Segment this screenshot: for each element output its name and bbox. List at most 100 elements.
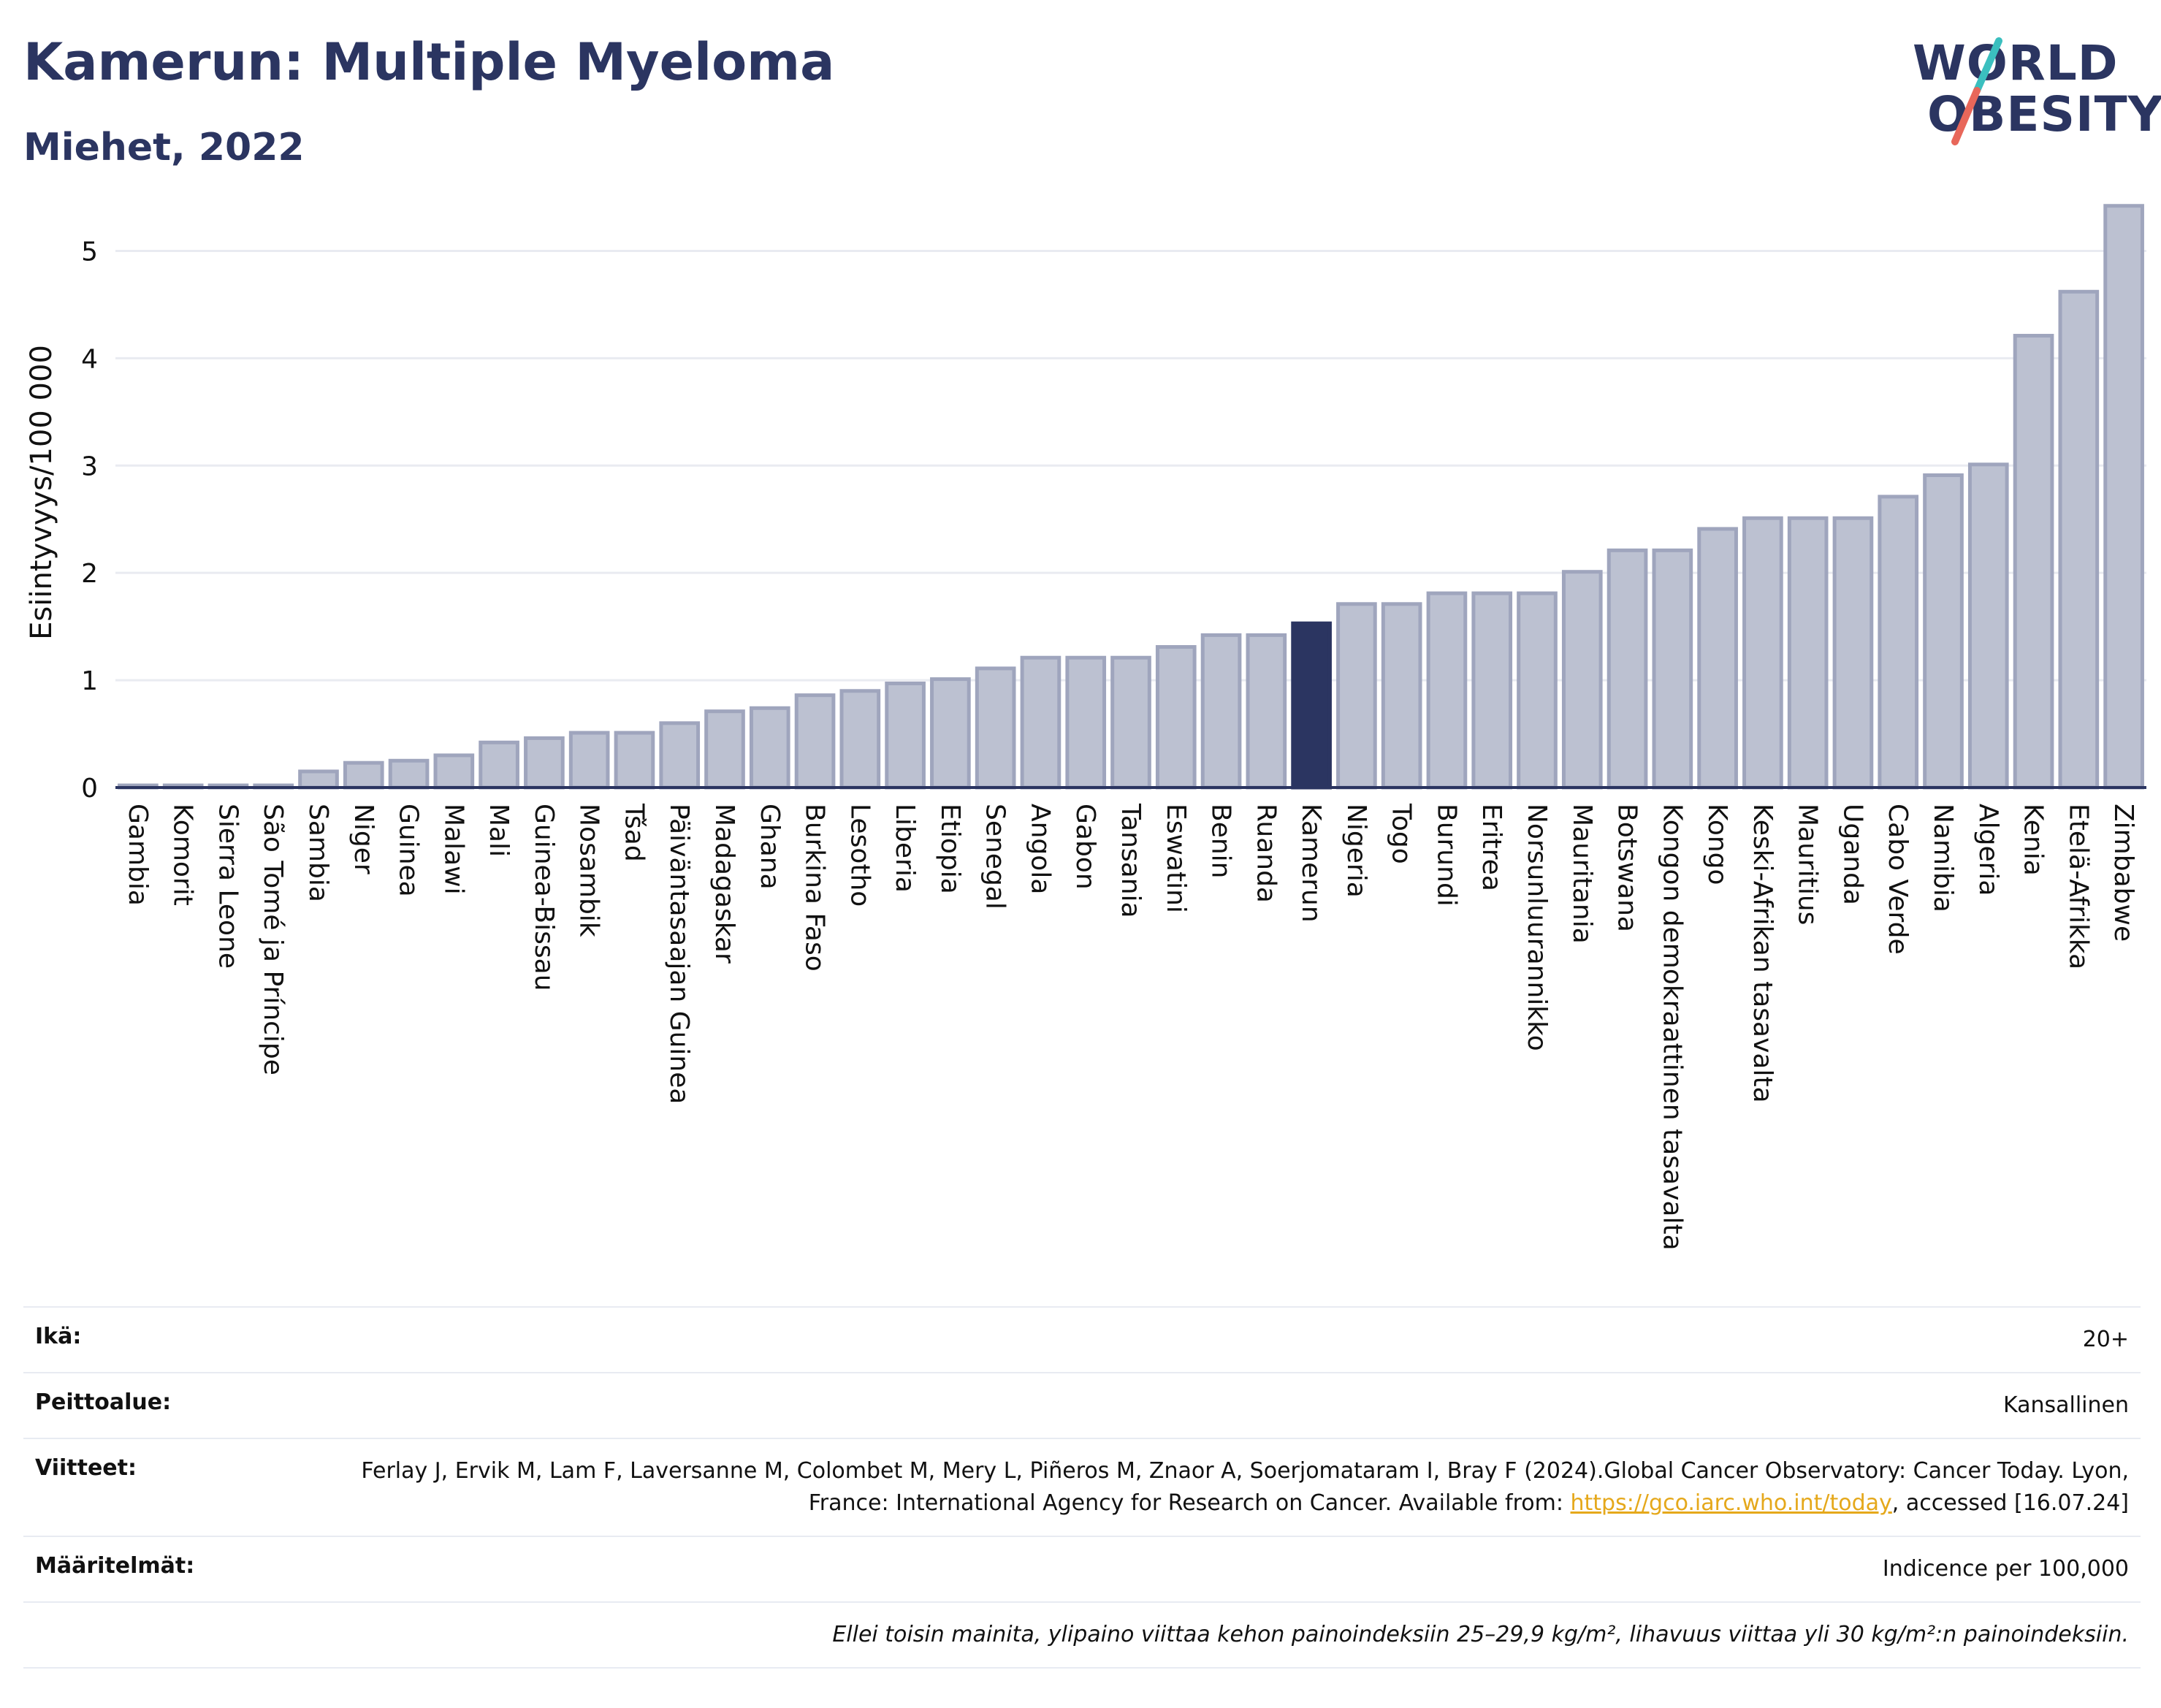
bar[interactable] (1291, 621, 1332, 790)
bar[interactable] (1517, 591, 1558, 790)
x-tick-label: Kamerun (1296, 804, 1326, 923)
note-row: Ellei toisin mainita, ylipaino viittaa k… (23, 1602, 2141, 1668)
references-text: Ferlay J, Ervik M, Lam F, Laversanne M, … (361, 1458, 2129, 1516)
bar[interactable] (749, 706, 790, 790)
x-tick-label: Zimbabwe (2108, 804, 2138, 942)
x-tick-label: Guinea (394, 804, 424, 897)
x-tick-label: Madagaskar (709, 804, 739, 964)
x-tick-label: Botswana (1612, 804, 1642, 932)
x-tick-label: Sierra Leone (213, 804, 243, 969)
bar[interactable] (479, 740, 519, 790)
logo-line1: WORLD (1913, 35, 2119, 91)
x-tick-label: Komorit (168, 804, 198, 906)
references-accessed: , accessed [16.07.24] (1891, 1490, 2129, 1516)
references-link[interactable]: https://gco.iarc.who.int/today (1570, 1490, 1892, 1516)
x-tick-label: Etelä-Afrikka (2063, 804, 2093, 969)
world-obesity-logo: WORLD OBESITY (1905, 32, 2161, 156)
references-label: Viitteet: (35, 1455, 137, 1481)
bar[interactable] (1652, 548, 1693, 790)
bar[interactable] (1020, 655, 1062, 790)
x-tick-label: Tšad (619, 803, 649, 862)
bar[interactable] (975, 666, 1016, 790)
age-label: Ikä: (35, 1324, 82, 1349)
bar[interactable] (1200, 633, 1242, 790)
bar-chart: 0 1 2 3 4 5 Gambia Komorit Sierra Leone São Tomé … (25, 204, 2146, 1251)
tick-labels: 0 1 2 3 4 5 Gambia Komorit Sierra Leone São Tomé … (81, 237, 2138, 1250)
x-tick-label: Gabon (1070, 804, 1100, 890)
bar[interactable] (1607, 548, 1648, 790)
info-table: Ikä: 20+ Peittoalue: Kansallinen Viittee… (23, 1306, 2141, 1669)
x-tick-label: Nigeria (1341, 804, 1371, 898)
references-value: Ferlay J, Ervik M, Lam F, Laversanne M, … (281, 1438, 2141, 1536)
bar[interactable] (2103, 204, 2144, 790)
bar[interactable] (1742, 516, 1783, 790)
x-tick-label: Namibia (1928, 804, 1958, 912)
bar[interactable] (930, 677, 971, 790)
bars (118, 204, 2144, 790)
x-tick-label: Benin (1206, 804, 1236, 878)
coverage-value: Kansallinen (2002, 1392, 2129, 1418)
x-tick-label: Lesotho (845, 804, 874, 907)
x-tick-label: Mauritius (1793, 804, 1823, 925)
x-tick-label: Norsunluurannikko (1522, 804, 1552, 1051)
x-tick-label: Mali (484, 804, 514, 857)
x-tick-label: Tansania (1116, 803, 1146, 918)
x-tick-label: Ruanda (1251, 804, 1281, 903)
bar[interactable] (2058, 289, 2100, 790)
x-tick-label: Päiväntasaajan Guinea (664, 804, 694, 1104)
y-tick-label: 0 (81, 774, 98, 804)
bar[interactable] (1155, 645, 1197, 790)
bar[interactable] (1967, 462, 2009, 790)
bar[interactable] (1246, 633, 1287, 790)
bar[interactable] (839, 689, 881, 790)
coverage-row: Peittoalue: Kansallinen (23, 1373, 2141, 1438)
bar[interactable] (1561, 570, 1603, 790)
page-title: Kamerun: Multiple Myeloma (23, 32, 835, 92)
bar[interactable] (1381, 602, 1422, 790)
y-tick-label: 4 (81, 344, 98, 374)
x-tick-label: Keski-Afrikan tasavalta (1748, 804, 1777, 1103)
age-row: Ikä: 20+ (23, 1307, 2141, 1373)
footnote: Ellei toisin mainita, ylipaino viittaa k… (832, 1622, 2129, 1647)
bar[interactable] (388, 758, 430, 790)
bar[interactable] (568, 731, 610, 790)
bar[interactable] (1923, 473, 1964, 790)
bar[interactable] (1336, 602, 1377, 790)
bar[interactable] (1787, 516, 1829, 790)
bar[interactable] (1471, 591, 1513, 790)
x-tick-label: Senegal (980, 804, 1010, 910)
bar[interactable] (1426, 591, 1468, 790)
bar[interactable] (614, 731, 655, 790)
bar[interactable] (524, 736, 565, 790)
bar[interactable] (298, 769, 339, 790)
definitions-value: Indicence per 100,000 (1882, 1556, 2129, 1582)
x-tick-label: Guinea-Bissau (529, 804, 559, 991)
bar[interactable] (1110, 655, 1151, 790)
bar[interactable] (794, 693, 836, 790)
bar[interactable] (659, 721, 701, 790)
bar[interactable] (704, 709, 745, 790)
definitions-row: Määritelmät: Indicence per 100,000 (23, 1536, 2141, 1602)
bar[interactable] (433, 753, 475, 790)
y-tick-label: 1 (81, 666, 98, 696)
x-tick-label: Eswatini (1161, 804, 1191, 913)
definitions-label: Määritelmät: (35, 1553, 195, 1579)
y-tick-label: 2 (81, 559, 98, 589)
references-row: Viitteet: Ferlay J, Ervik M, Lam F, Lave… (23, 1438, 2141, 1536)
bar[interactable] (1832, 516, 1874, 790)
x-tick-label: Angola (1025, 804, 1055, 894)
y-tick-label: 3 (81, 451, 98, 481)
bar[interactable] (343, 760, 384, 790)
bar[interactable] (1065, 655, 1107, 790)
bar[interactable] (2013, 334, 2054, 790)
bar[interactable] (1878, 495, 1919, 790)
bar[interactable] (885, 681, 926, 790)
x-tick-label: Mosambik (574, 804, 604, 937)
x-tick-label: Uganda (1837, 804, 1867, 905)
x-tick-label: Ghana (755, 804, 785, 890)
y-axis-label: Esiintyvyys/100 000 (25, 345, 58, 640)
x-tick-label: Cabo Verde (1883, 804, 1913, 955)
coverage-label: Peittoalue: (35, 1389, 172, 1415)
bar[interactable] (1697, 527, 1738, 790)
x-tick-label: Kenia (2019, 804, 2048, 876)
